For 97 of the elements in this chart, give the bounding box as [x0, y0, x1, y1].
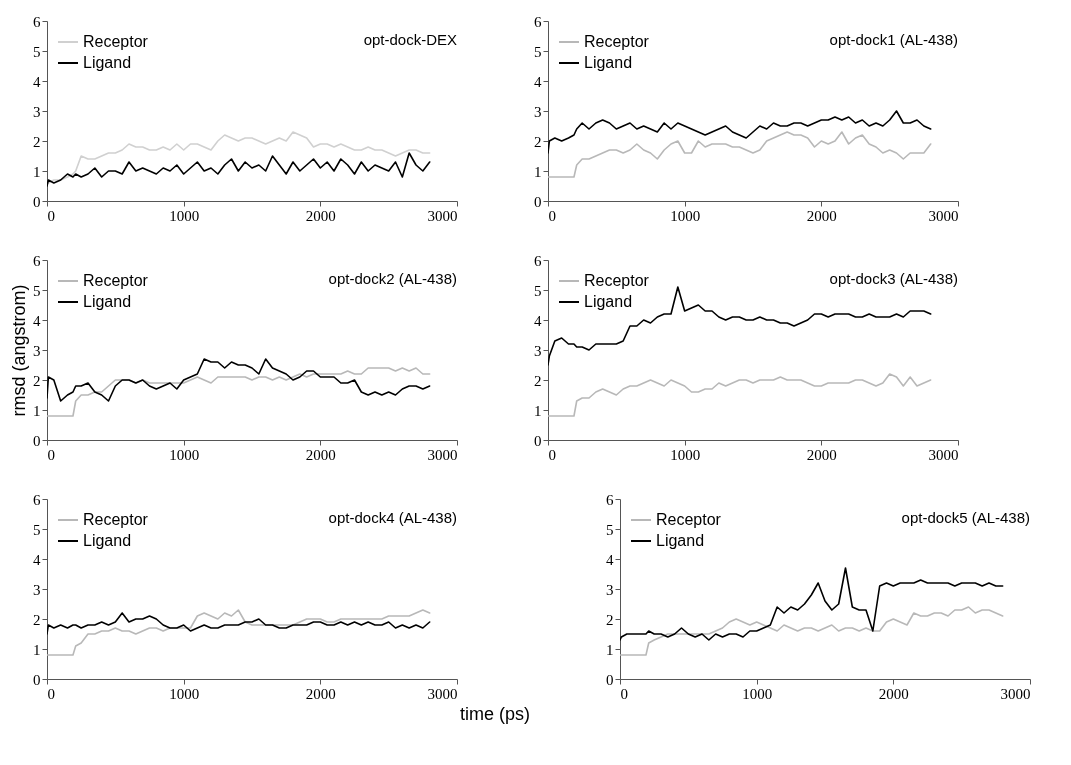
text: opt-dock3 (AL-438) — [829, 270, 958, 287]
line-series — [47, 609, 431, 656]
line-series — [620, 606, 1004, 656]
x-tick-label: 1000 — [169, 685, 200, 702]
y-tick-label: 2 — [33, 133, 41, 150]
y-tick-label: 2 — [33, 372, 41, 389]
x-tick-label: 0 — [548, 207, 556, 224]
y-tick-label: 0 — [33, 193, 41, 210]
x-tick-label: 3000 — [928, 207, 959, 224]
y-tick-label: 0 — [33, 671, 41, 688]
legend-label: Ligand — [584, 293, 633, 310]
line-series — [47, 367, 431, 417]
legend-label: Receptor — [83, 272, 149, 289]
x-tick-label: 1000 — [670, 446, 701, 463]
y-tick-label: 3 — [534, 103, 542, 120]
line-series — [548, 373, 932, 417]
legend-label: Receptor — [83, 511, 149, 528]
y-axis-title: rmsd (angstrom) — [9, 284, 29, 417]
y-tick-label: 3 — [606, 581, 614, 598]
y-tick-label: 5 — [606, 521, 614, 538]
y-tick-label: 5 — [534, 43, 542, 60]
y-tick-label: 3 — [33, 103, 41, 120]
line-series — [548, 131, 932, 178]
x-tick-label: 3000 — [427, 207, 458, 224]
y-tick-label: 0 — [534, 432, 542, 449]
legend-label: Receptor — [584, 272, 650, 289]
y-tick-label: 5 — [33, 282, 41, 299]
y-tick-label: 3 — [33, 342, 41, 359]
x-tick-label: 0 — [47, 207, 55, 224]
legend-label: Ligand — [83, 293, 132, 310]
y-tick-label: 6 — [534, 13, 542, 30]
line-series — [47, 612, 431, 635]
line-series — [47, 131, 431, 184]
text: opt-dock5 (AL-438) — [901, 509, 1030, 526]
y-tick-label: 4 — [33, 73, 41, 90]
x-tick-label: 0 — [47, 685, 55, 702]
x-tick-label: 2000 — [305, 207, 336, 224]
text: opt-dock-DEX — [363, 31, 457, 48]
y-tick-label: 4 — [534, 73, 542, 90]
x-tick-label: 2000 — [878, 685, 909, 702]
y-tick-label: 6 — [534, 252, 542, 269]
legend-label: Receptor — [584, 33, 650, 50]
line-series — [548, 110, 932, 154]
line-series — [47, 152, 431, 187]
text: opt-dock2 (AL-438) — [328, 270, 457, 287]
legend-label: Ligand — [83, 532, 132, 549]
y-tick-label: 3 — [534, 342, 542, 359]
y-tick-label: 6 — [606, 491, 614, 508]
legend-label: Ligand — [584, 54, 633, 71]
x-tick-label: 2000 — [806, 446, 837, 463]
y-tick-label: 5 — [33, 521, 41, 538]
y-tick-label: 0 — [606, 671, 614, 688]
y-tick-label: 1 — [33, 402, 41, 419]
y-tick-label: 1 — [33, 641, 41, 658]
line-series — [620, 567, 1004, 641]
legend-label: Receptor — [83, 33, 149, 50]
y-tick-label: 6 — [33, 13, 41, 30]
legend-label: Receptor — [656, 511, 722, 528]
y-tick-label: 2 — [534, 133, 542, 150]
text: opt-dock4 (AL-438) — [328, 509, 457, 526]
y-tick-label: 0 — [33, 432, 41, 449]
y-tick-label: 1 — [606, 641, 614, 658]
x-tick-label: 3000 — [1000, 685, 1031, 702]
y-tick-label: 2 — [33, 611, 41, 628]
y-tick-label: 4 — [33, 312, 41, 329]
x-tick-label: 3000 — [427, 446, 458, 463]
x-tick-label: 1000 — [169, 446, 200, 463]
y-tick-label: 6 — [33, 252, 41, 269]
x-tick-label: 2000 — [305, 446, 336, 463]
x-tick-label: 3000 — [427, 685, 458, 702]
legend-label: Ligand — [83, 54, 132, 71]
text: opt-dock1 (AL-438) — [829, 31, 958, 48]
y-tick-label: 6 — [33, 491, 41, 508]
y-tick-label: 4 — [534, 312, 542, 329]
x-tick-label: 0 — [548, 446, 556, 463]
y-tick-label: 0 — [534, 193, 542, 210]
y-tick-label: 4 — [606, 551, 614, 568]
x-tick-label: 1000 — [169, 207, 200, 224]
y-tick-label: 2 — [534, 372, 542, 389]
y-tick-label: 2 — [606, 611, 614, 628]
x-tick-label: 0 — [47, 446, 55, 463]
y-tick-label: 4 — [33, 551, 41, 568]
x-axis-title: time (ps) — [459, 703, 531, 724]
y-tick-label: 5 — [534, 282, 542, 299]
y-tick-label: 5 — [33, 43, 41, 60]
x-tick-label: 1000 — [742, 685, 773, 702]
y-tick-label: 1 — [33, 163, 41, 180]
x-tick-label: 1000 — [670, 207, 701, 224]
y-tick-label: 3 — [33, 581, 41, 598]
y-tick-label: 1 — [534, 163, 542, 180]
x-tick-label: 2000 — [305, 685, 336, 702]
line-series — [47, 358, 431, 402]
x-tick-label: 0 — [620, 685, 628, 702]
y-tick-label: 1 — [534, 402, 542, 419]
x-tick-label: 2000 — [806, 207, 837, 224]
legend-label: Ligand — [656, 532, 705, 549]
x-tick-label: 3000 — [928, 446, 959, 463]
